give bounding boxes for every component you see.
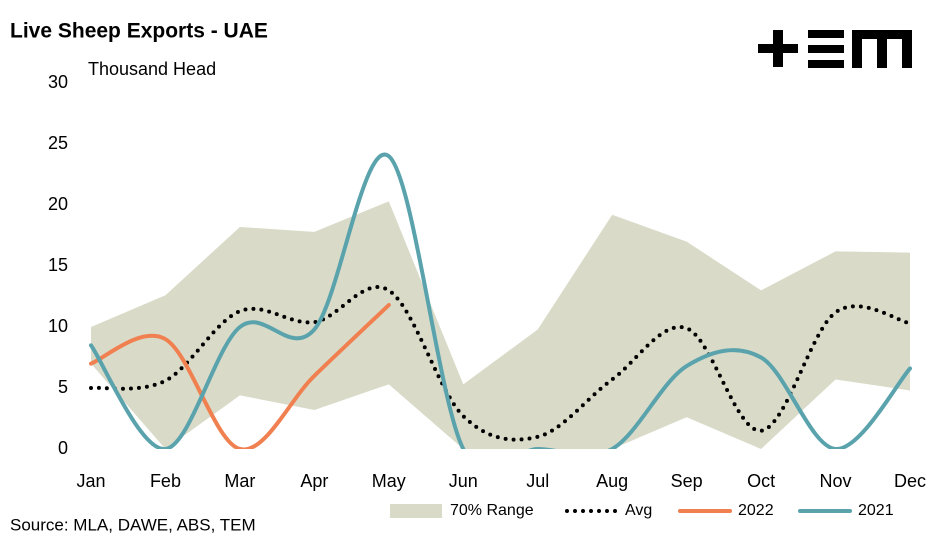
x-tick-label: Oct xyxy=(747,471,775,491)
y-tick-label: 15 xyxy=(48,255,68,275)
series-line xyxy=(89,303,391,449)
x-tick-label: Apr xyxy=(300,471,328,491)
x-tick-label: Jul xyxy=(526,471,549,491)
series-line xyxy=(89,285,912,442)
legend-swatch xyxy=(390,504,442,518)
plot-area xyxy=(89,152,912,449)
y-tick-label: 5 xyxy=(58,377,68,397)
series-line xyxy=(89,152,912,449)
range-area xyxy=(91,201,910,449)
y-tick-label: 25 xyxy=(48,133,68,153)
y-tick-label: 10 xyxy=(48,316,68,336)
x-tick-label: Nov xyxy=(820,471,852,491)
x-tick-label: Mar xyxy=(224,471,255,491)
x-tick-label: May xyxy=(372,471,406,491)
y-tick-label: 0 xyxy=(58,438,68,458)
x-tick-label: Aug xyxy=(596,471,628,491)
x-tick-label: Jan xyxy=(76,471,105,491)
x-tick-label: Sep xyxy=(671,471,703,491)
legend-label: Avg xyxy=(625,502,652,519)
y-tick-label: 20 xyxy=(48,194,68,214)
logo xyxy=(758,30,912,68)
x-tick-label: Jun xyxy=(449,471,478,491)
source: Source: MLA, DAWE, ABS, TEM xyxy=(10,515,256,534)
x-tick-label: Feb xyxy=(150,471,181,491)
legend-label: 70% Range xyxy=(450,502,534,519)
axis-label: Thousand Head xyxy=(88,59,216,79)
y-tick-label: 30 xyxy=(48,72,68,92)
legend-label: 2022 xyxy=(738,502,774,519)
x-tick-label: Dec xyxy=(894,471,926,491)
legend-label: 2021 xyxy=(858,502,894,519)
chart-title: Live Sheep Exports - UAE xyxy=(10,20,268,43)
